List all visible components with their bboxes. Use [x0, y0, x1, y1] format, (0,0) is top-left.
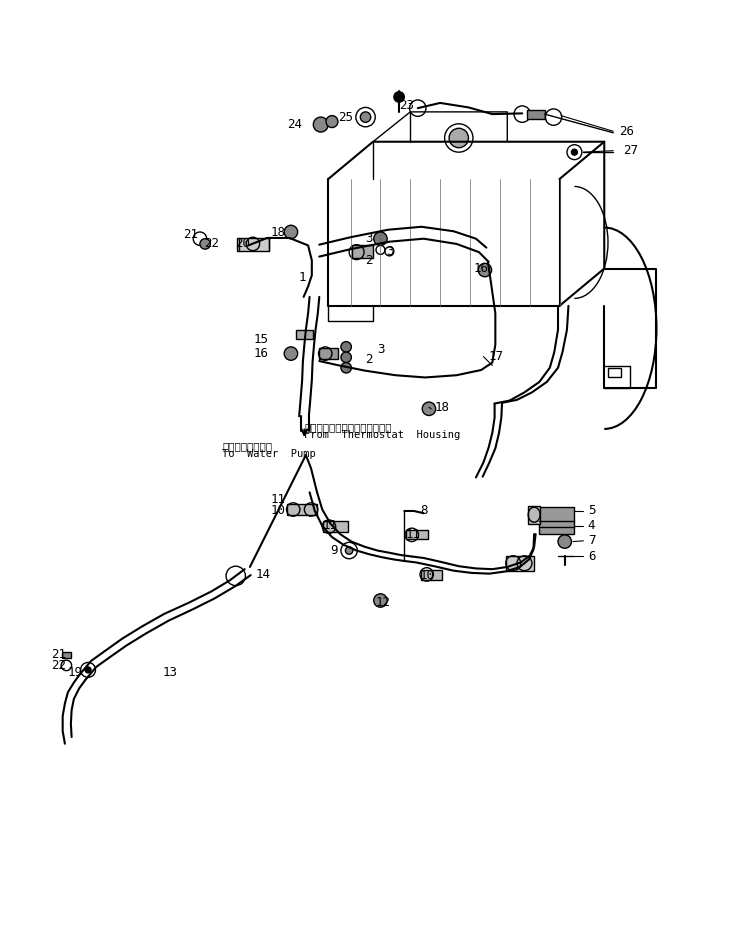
Text: 13: 13 — [163, 666, 178, 679]
Circle shape — [341, 363, 351, 373]
Text: 22: 22 — [51, 659, 66, 672]
Text: 21: 21 — [51, 648, 66, 661]
Text: 25: 25 — [338, 111, 353, 124]
Circle shape — [326, 116, 338, 128]
Circle shape — [445, 124, 473, 153]
Text: 10: 10 — [270, 504, 285, 517]
Circle shape — [284, 347, 298, 361]
Text: 10: 10 — [420, 570, 435, 583]
Bar — [527, 110, 545, 118]
Circle shape — [374, 594, 387, 607]
Bar — [352, 245, 373, 258]
Text: 11: 11 — [405, 528, 420, 541]
Text: 4: 4 — [588, 520, 595, 533]
Bar — [62, 652, 71, 658]
Text: 14: 14 — [255, 568, 270, 581]
Text: 3: 3 — [386, 245, 394, 258]
Circle shape — [345, 547, 353, 554]
Circle shape — [571, 149, 577, 155]
Circle shape — [341, 352, 351, 363]
Text: 9: 9 — [330, 544, 338, 557]
Bar — [287, 504, 317, 515]
Text: 11: 11 — [322, 520, 337, 533]
Bar — [323, 522, 348, 532]
Text: 22: 22 — [204, 238, 219, 251]
Text: 20: 20 — [235, 238, 250, 251]
Text: 27: 27 — [623, 144, 638, 157]
Text: 12: 12 — [375, 596, 390, 609]
Circle shape — [341, 341, 351, 352]
Circle shape — [558, 535, 571, 549]
Text: ウォータポンプへ: ウォータポンプへ — [222, 441, 272, 451]
Circle shape — [422, 402, 436, 415]
Circle shape — [478, 264, 492, 277]
Bar — [608, 368, 621, 376]
Text: 24: 24 — [287, 118, 302, 131]
Text: 8: 8 — [420, 504, 427, 517]
Text: 17: 17 — [489, 350, 504, 364]
Text: 7: 7 — [588, 535, 595, 548]
Circle shape — [284, 226, 298, 239]
Bar — [406, 530, 428, 539]
Text: 5: 5 — [588, 504, 595, 517]
Text: 1: 1 — [298, 271, 306, 284]
Bar — [506, 556, 534, 571]
Text: To  Water  Pump: To Water Pump — [222, 450, 316, 460]
Circle shape — [374, 232, 387, 245]
Text: サーモスタットハウジングから: サーモスタットハウジングから — [304, 422, 392, 432]
Text: 2: 2 — [366, 253, 373, 266]
Text: 23: 23 — [399, 99, 414, 113]
Text: 16: 16 — [474, 262, 489, 275]
Circle shape — [85, 667, 91, 672]
Text: 21: 21 — [183, 228, 198, 240]
Bar — [296, 330, 313, 339]
Text: 6: 6 — [588, 550, 595, 563]
Circle shape — [313, 117, 328, 132]
Text: From  Thermostat  Housing: From Thermostat Housing — [304, 430, 460, 440]
Bar — [421, 570, 442, 580]
Text: 16: 16 — [254, 347, 269, 360]
Circle shape — [360, 112, 371, 122]
Circle shape — [449, 129, 468, 148]
Text: 26: 26 — [619, 125, 634, 138]
Text: 18: 18 — [270, 227, 285, 240]
Text: 15: 15 — [254, 333, 269, 346]
Text: 3: 3 — [366, 232, 373, 245]
Text: 3: 3 — [377, 342, 384, 355]
Bar — [539, 507, 574, 534]
Bar — [528, 506, 540, 524]
Text: 19: 19 — [67, 666, 82, 679]
Bar — [237, 238, 269, 251]
Circle shape — [394, 92, 404, 102]
Text: 2: 2 — [366, 353, 373, 366]
Bar — [319, 349, 338, 359]
Text: 18: 18 — [434, 401, 449, 413]
Circle shape — [200, 239, 210, 249]
Text: 11: 11 — [270, 493, 285, 506]
